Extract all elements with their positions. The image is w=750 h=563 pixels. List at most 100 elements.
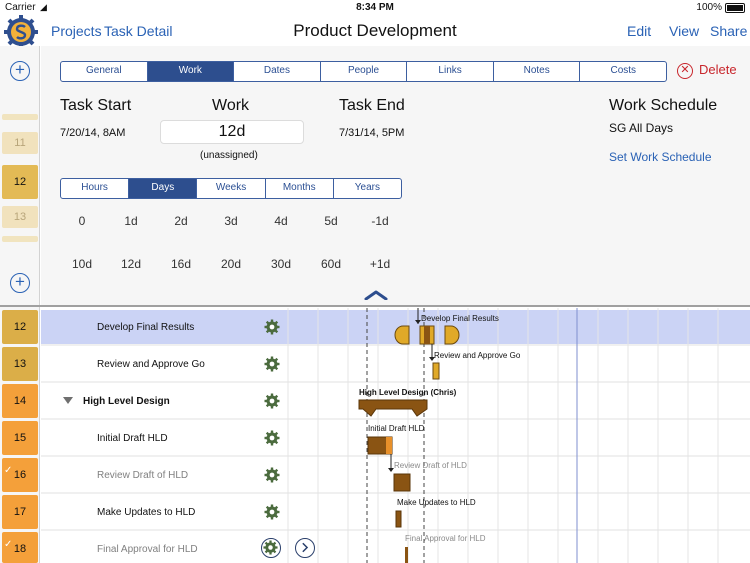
gantt-label: Review and Approve Go bbox=[434, 351, 521, 360]
quick-duration[interactable]: 20d bbox=[220, 257, 242, 271]
tab-costs[interactable]: Costs bbox=[610, 65, 637, 76]
row-detail-chevron-icon[interactable] bbox=[295, 538, 315, 558]
gantt-bar bbox=[405, 547, 408, 563]
mini-row[interactable]: 11 bbox=[2, 132, 38, 154]
tab-people[interactable]: People bbox=[321, 62, 408, 81]
unit-years[interactable]: Years bbox=[354, 182, 381, 193]
collapse-panel-chevron-icon[interactable] bbox=[364, 290, 388, 300]
mini-row-current[interactable]: 12 bbox=[2, 165, 38, 199]
task-end-value[interactable]: 7/31/14, 5PM bbox=[339, 127, 405, 139]
work-schedule-value: SG All Days bbox=[609, 121, 674, 135]
gantt-label: Make Updates to HLD bbox=[397, 498, 476, 507]
quick-duration[interactable]: 0 bbox=[78, 214, 86, 228]
unit-hours[interactable]: Hours bbox=[61, 179, 130, 198]
work-assignment: (unassigned) bbox=[200, 150, 258, 161]
task-list: 12 Develop Final Results 13 Review and A… bbox=[0, 308, 750, 563]
share-button[interactable]: Share bbox=[710, 23, 748, 39]
set-work-schedule-link[interactable]: Set Work Schedule bbox=[609, 150, 712, 164]
quick-duration[interactable]: +1d bbox=[369, 257, 391, 271]
clock: 8:34 PM bbox=[356, 2, 394, 13]
quick-duration[interactable]: 12d bbox=[120, 257, 142, 271]
quick-duration[interactable]: 5d bbox=[324, 214, 338, 228]
task-settings-gear-icon[interactable] bbox=[264, 430, 280, 446]
task-detail-link[interactable]: Task Detail bbox=[104, 23, 173, 39]
tab-dates[interactable]: Dates bbox=[234, 62, 321, 81]
task-detail-panel: General Work Dates People Links Notes Co… bbox=[41, 46, 750, 305]
quick-duration[interactable]: 16d bbox=[170, 257, 192, 271]
completed-check-icon: ✓ bbox=[4, 465, 13, 476]
task-settings-gear-icon[interactable] bbox=[264, 356, 280, 372]
detail-tabs: General Work Dates People Links Notes Co… bbox=[60, 61, 667, 82]
row-number[interactable]: ✓ 18 bbox=[2, 532, 38, 563]
task-name[interactable]: Develop Final Results bbox=[97, 322, 195, 333]
task-end-heading: Task End bbox=[339, 97, 405, 114]
status-bar: Carrier ◢ 8:34 PM 100% bbox=[0, 0, 750, 16]
tab-links[interactable]: Links bbox=[407, 62, 494, 81]
quick-duration[interactable]: 2d bbox=[174, 214, 188, 228]
quick-duration[interactable]: 4d bbox=[274, 214, 288, 228]
quick-duration[interactable]: 10d bbox=[71, 257, 93, 271]
task-name[interactable]: Final Approval for HLD bbox=[97, 544, 198, 555]
task-start-heading: Task Start bbox=[60, 97, 132, 114]
completed-check-icon: ✓ bbox=[4, 539, 13, 550]
quick-duration[interactable]: 3d bbox=[224, 214, 238, 228]
navigation-bar: Projects Task Detail Product Development… bbox=[0, 16, 750, 46]
collapse-triangle-icon[interactable] bbox=[63, 397, 73, 404]
edit-button[interactable]: Edit bbox=[627, 23, 652, 39]
quick-duration[interactable]: 1d bbox=[124, 214, 138, 228]
gantt-label: Develop Final Results bbox=[421, 314, 499, 323]
gantt-bar bbox=[395, 510, 402, 528]
task-name[interactable]: Review Draft of HLD bbox=[97, 470, 189, 481]
tab-notes[interactable]: Notes bbox=[494, 62, 581, 81]
row-number[interactable]: 14 bbox=[2, 384, 38, 418]
row-number[interactable]: ✓ 16 bbox=[2, 458, 38, 492]
quick-duration[interactable]: 60d bbox=[320, 257, 342, 271]
drag-handle-left-icon bbox=[394, 325, 410, 345]
task-settings-gear-icon[interactable] bbox=[264, 393, 280, 409]
tab-general[interactable]: General bbox=[61, 62, 148, 81]
gantt-bar bbox=[393, 473, 411, 492]
view-button[interactable]: View bbox=[669, 23, 700, 39]
task-name[interactable]: High Level Design bbox=[83, 396, 170, 407]
delete-button[interactable]: ✕ Delete bbox=[677, 62, 737, 79]
battery-percent: 100% bbox=[696, 2, 722, 13]
gantt-label: Initial Draft HLD bbox=[368, 424, 425, 433]
row-number[interactable]: 15 bbox=[2, 421, 38, 455]
task-name[interactable]: Review and Approve Go bbox=[97, 359, 205, 370]
task-name[interactable]: Make Updates to HLD bbox=[97, 507, 196, 518]
work-duration-field[interactable]: 12d bbox=[160, 120, 304, 144]
add-task-bottom-button[interactable]: + bbox=[10, 273, 30, 293]
quick-duration[interactable]: 30d bbox=[270, 257, 292, 271]
task-name[interactable]: Initial Draft HLD bbox=[97, 433, 168, 444]
work-heading: Work bbox=[212, 97, 250, 114]
quick-duration[interactable]: -1d bbox=[371, 214, 389, 228]
row-number-label: 17 bbox=[13, 506, 27, 518]
gantt-label: Review Draft of HLD bbox=[394, 461, 467, 470]
projects-link[interactable]: Projects bbox=[51, 23, 102, 39]
task-settings-gear-icon[interactable] bbox=[264, 504, 280, 520]
row-number[interactable]: 13 bbox=[2, 347, 38, 381]
row-number-label: 12 bbox=[13, 321, 27, 333]
gantt-summary-bar bbox=[358, 399, 428, 417]
task-settings-gear-icon[interactable] bbox=[264, 467, 280, 483]
unit-months[interactable]: Months bbox=[266, 179, 334, 198]
task-settings-gear-icon[interactable] bbox=[264, 319, 280, 335]
gantt-label: High Level Design (Chris) bbox=[359, 388, 457, 397]
row-number[interactable]: 17 bbox=[2, 495, 38, 529]
unit-weeks[interactable]: Weeks bbox=[197, 179, 266, 198]
tab-work[interactable]: Work bbox=[147, 62, 235, 81]
add-task-top-button[interactable]: + bbox=[10, 61, 30, 81]
row-number-label: 18 bbox=[13, 543, 27, 555]
mini-row[interactable]: 13 bbox=[2, 206, 38, 228]
app-logo-icon[interactable] bbox=[3, 14, 39, 50]
row-number-label: 14 bbox=[13, 395, 27, 407]
task-start-value[interactable]: 7/20/14, 8AM bbox=[60, 127, 126, 139]
work-schedule-heading: Work Schedule bbox=[609, 97, 718, 114]
row-number[interactable]: 12 bbox=[2, 310, 38, 344]
battery-icon bbox=[725, 3, 745, 13]
carrier-label: Carrier bbox=[5, 2, 36, 13]
unit-days[interactable]: Days bbox=[129, 179, 198, 198]
task-settings-gear-icon[interactable] bbox=[261, 538, 281, 558]
mini-row-edge bbox=[2, 114, 38, 120]
